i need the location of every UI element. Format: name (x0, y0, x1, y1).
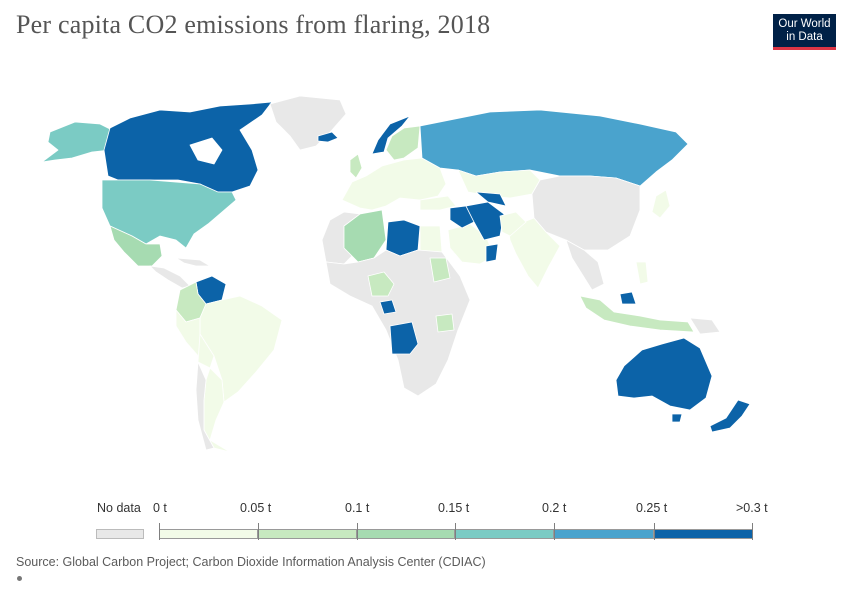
region-indonesia[interactable] (579, 295, 695, 333)
region-algeria[interactable] (343, 209, 387, 263)
region-angola[interactable] (389, 321, 419, 355)
legend-tick-2 (357, 523, 358, 540)
legend-bin-4[interactable] (554, 529, 654, 539)
region-greenland[interactable] (269, 95, 347, 151)
bullet-dot (17, 576, 22, 581)
region-egypt[interactable] (419, 225, 443, 253)
region-mexico[interactable] (109, 225, 163, 267)
region-pakistan[interactable] (499, 211, 527, 237)
region-turkey[interactable] (419, 195, 457, 211)
legend-no-data-label: No data (97, 501, 141, 515)
legend-tick-0 (159, 523, 160, 540)
region-india[interactable] (507, 217, 561, 289)
legend-tick-1 (258, 523, 259, 540)
region-iceland[interactable] (317, 131, 339, 143)
legend-tick-label-5: 0.25 t (636, 501, 668, 515)
legend-bin-1[interactable] (258, 529, 357, 539)
legend-tick-4 (554, 523, 555, 540)
owid-logo[interactable]: Our World in Data (773, 14, 836, 50)
region-chile[interactable] (195, 361, 215, 451)
region-central-america[interactable] (149, 265, 191, 289)
legend-tick-label-1: 0.05 t (240, 501, 272, 515)
legend-tick-3 (455, 523, 456, 540)
region-china[interactable] (531, 175, 641, 251)
region-japan[interactable] (651, 189, 671, 219)
region-norway[interactable] (371, 115, 411, 155)
legend-bin-2[interactable] (357, 529, 455, 539)
legend-tick-5 (654, 523, 655, 540)
region-turkmenistan[interactable] (475, 191, 507, 207)
legend-no-data-swatch[interactable] (96, 529, 144, 539)
region-southeast-asia[interactable] (565, 239, 605, 291)
legend-tick-label-3: 0.15 t (438, 501, 470, 515)
region-papua-new-guinea[interactable] (689, 317, 721, 335)
legend-tick-label-4: 0.2 t (542, 501, 567, 515)
legend-tick-label-2: 0.1 t (345, 501, 370, 515)
region-tanzania[interactable] (435, 313, 455, 333)
region-philippines[interactable] (635, 261, 649, 285)
legend-tick-label-6: >0.3 t (736, 501, 768, 515)
region-oman[interactable] (485, 243, 499, 263)
logo-line-1: Our World (778, 18, 831, 30)
region-canada[interactable] (103, 101, 273, 193)
region-new-zealand[interactable] (709, 399, 751, 433)
page-title: Per capita CO2 emissions from flaring, 2… (16, 10, 491, 39)
region-sudan[interactable] (429, 257, 451, 283)
region-tasmania[interactable] (671, 413, 683, 423)
region-iraq[interactable] (449, 205, 475, 229)
legend-bin-3[interactable] (455, 529, 554, 539)
region-africa-other[interactable] (325, 249, 471, 397)
region-gabon[interactable] (379, 299, 397, 315)
legend-bin-0[interactable] (159, 529, 258, 539)
region-europe[interactable] (341, 157, 447, 211)
region-libya[interactable] (385, 219, 421, 257)
source-note: Source: Global Carbon Project; Carbon Di… (16, 555, 486, 569)
region-nigeria[interactable] (367, 271, 395, 297)
logo-line-2: in Data (786, 31, 823, 43)
region-australia[interactable] (615, 337, 713, 411)
region-caribbean[interactable] (175, 257, 211, 267)
region-malaysia-brunei[interactable] (619, 291, 637, 305)
region-united-kingdom[interactable] (349, 153, 363, 179)
hudson-bay (189, 137, 223, 165)
legend-bin-5[interactable] (654, 529, 753, 539)
legend-tick-label-0: 0 t (153, 501, 167, 515)
region-alaska[interactable] (41, 121, 113, 163)
world-map (41, 95, 751, 453)
region-scandinavia-other[interactable] (385, 125, 421, 161)
legend-tick-6 (752, 523, 753, 540)
